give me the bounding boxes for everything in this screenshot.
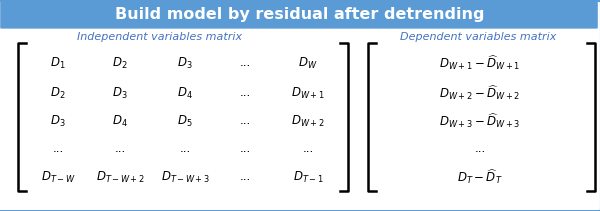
Text: $D_{T-W}$: $D_{T-W}$ [41,169,75,185]
Text: $D_{T-W+2}$: $D_{T-W+2}$ [95,169,145,185]
Text: $D_{T-W+3}$: $D_{T-W+3}$ [161,169,209,185]
Text: ...: ... [239,87,251,100]
Text: $D_{W+1} - \widehat{D}_{W+1}$: $D_{W+1} - \widehat{D}_{W+1}$ [439,54,521,72]
Text: $D_2$: $D_2$ [112,55,128,70]
Text: $D_{T-1}$: $D_{T-1}$ [293,169,323,185]
Text: $D_{W+1}$: $D_{W+1}$ [291,85,325,101]
Text: ...: ... [302,142,314,154]
Text: ...: ... [179,142,191,154]
Text: Build model by residual after detrending: Build model by residual after detrending [115,7,485,22]
Text: Independent variables matrix: Independent variables matrix [77,32,242,42]
Text: ...: ... [239,170,251,184]
Text: $D_3$: $D_3$ [177,55,193,70]
Text: Dependent variables matrix: Dependent variables matrix [400,32,556,42]
Text: $D_3$: $D_3$ [112,85,128,101]
Text: $D_{W+2} - \widehat{D}_{W+2}$: $D_{W+2} - \widehat{D}_{W+2}$ [439,84,521,102]
Text: ...: ... [52,142,64,154]
Text: ...: ... [475,142,485,154]
Text: ...: ... [115,142,125,154]
Text: $D_1$: $D_1$ [50,55,66,70]
Text: $D_2$: $D_2$ [50,85,66,101]
Text: ...: ... [239,115,251,127]
Text: $D_3$: $D_3$ [50,114,66,128]
Text: $D_T - \widehat{D}_T$: $D_T - \widehat{D}_T$ [457,168,503,186]
Text: ...: ... [239,142,251,154]
FancyBboxPatch shape [0,0,598,29]
Text: $D_W$: $D_W$ [298,55,318,70]
Text: $D_4$: $D_4$ [177,85,193,101]
Text: $D_4$: $D_4$ [112,114,128,128]
Text: $D_5$: $D_5$ [177,114,193,128]
Text: $D_{W+2}$: $D_{W+2}$ [291,114,325,128]
Text: ...: ... [239,57,251,69]
Text: $D_{W+3} - \widehat{D}_{W+3}$: $D_{W+3} - \widehat{D}_{W+3}$ [439,112,521,130]
